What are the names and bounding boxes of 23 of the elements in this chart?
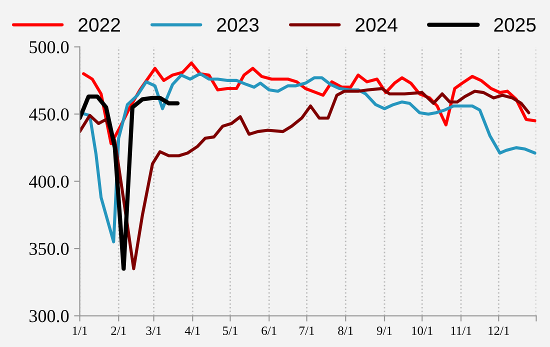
- line-series: [80, 94, 180, 271]
- x-tick-label: 7/1: [300, 326, 314, 335]
- x-tick-label: 6/1: [262, 326, 276, 335]
- x-tick-label: 3/1: [146, 326, 161, 335]
- legend-label: 2025: [494, 18, 536, 32]
- legend-label: 2023: [217, 18, 259, 32]
- legend-label: 2022: [78, 18, 120, 32]
- legend-label: 2024: [356, 18, 398, 32]
- x-tick-label: 1/1: [72, 326, 87, 335]
- x-tick-label: 9/1: [376, 326, 392, 335]
- x-tick-label: 5/1: [222, 326, 238, 335]
- y-tick-label: 450.0: [29, 108, 69, 121]
- x-tick-label: 8/1: [338, 326, 353, 335]
- y-tick-label: 400.0: [29, 176, 69, 188]
- x-tick-label: 2/1: [111, 326, 126, 335]
- y-tick-label: 500.0: [30, 41, 69, 54]
- y-tick-label: 350.0: [30, 242, 69, 256]
- line-series: [80, 87, 530, 270]
- x-tick-label: 4/1: [184, 326, 200, 335]
- x-tick-label: 12/1: [488, 326, 509, 335]
- x-tick-label: 11/1: [451, 326, 472, 335]
- y-tick-label: 300.0: [30, 310, 69, 322]
- x-tick-label: 10/1: [412, 326, 432, 335]
